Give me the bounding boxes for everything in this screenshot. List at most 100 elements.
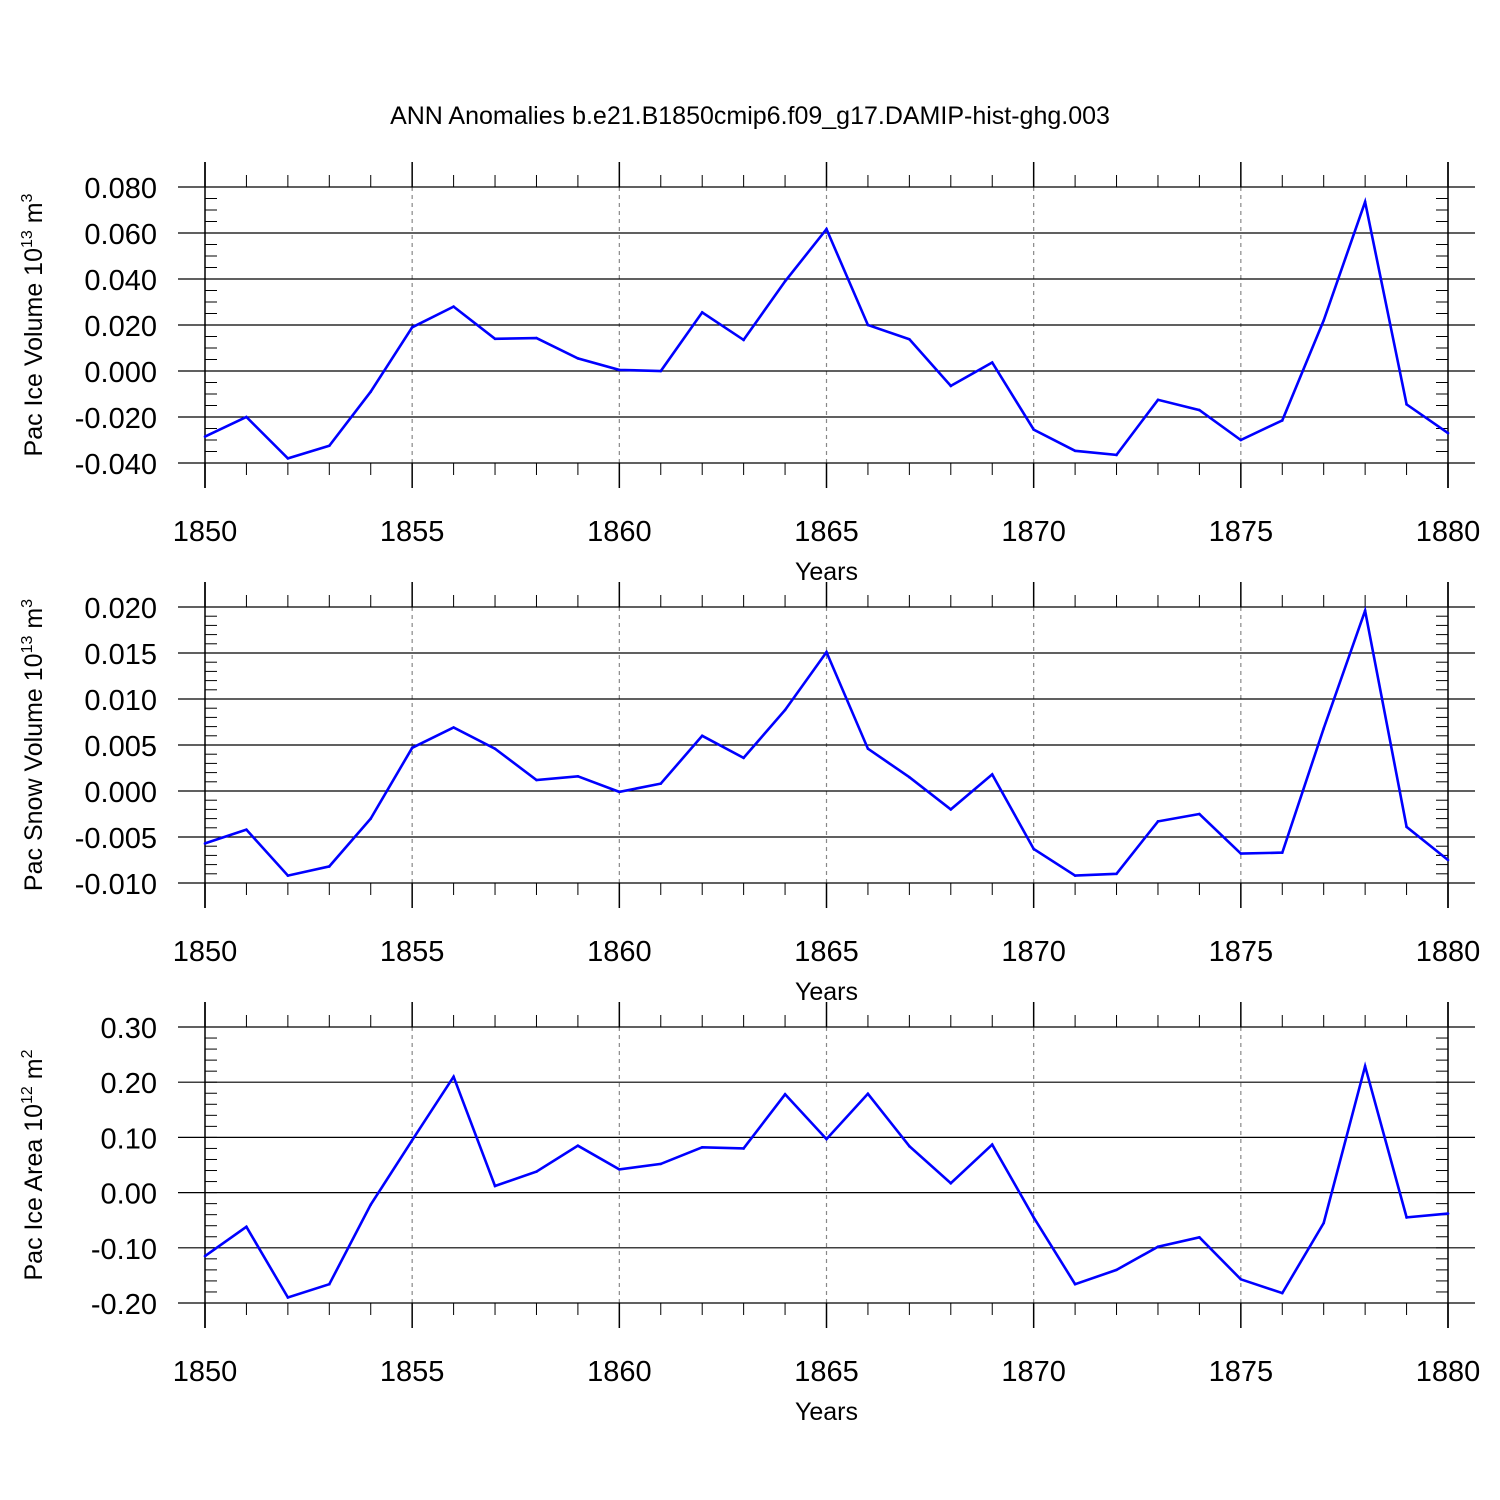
- data-point: [410, 1138, 414, 1142]
- x-axis-label: Years: [795, 1398, 858, 1426]
- data-point: [659, 782, 663, 785]
- data-point: [1032, 428, 1035, 431]
- y-tick-label: 0.020: [84, 311, 157, 343]
- y-tick-label: -0.010: [75, 869, 157, 901]
- data-point: [1115, 872, 1118, 876]
- data-point: [700, 311, 704, 314]
- x-tick-label: 1880: [1416, 936, 1481, 968]
- y-tick-label: 0.080: [84, 173, 157, 205]
- x-tick-label: 1860: [587, 936, 652, 968]
- data-point: [700, 734, 704, 738]
- x-tick-label: 1850: [173, 516, 238, 548]
- y-tick-label: -0.020: [75, 403, 157, 435]
- y-axis-label-superscript: 12: [19, 1086, 36, 1104]
- data-point: [1322, 1221, 1325, 1225]
- y-axis-label-superscript: 2: [19, 1049, 36, 1058]
- data-point: [1032, 1216, 1035, 1219]
- x-axis-label: Years: [795, 978, 858, 1006]
- y-tick-label: -0.20: [91, 1289, 157, 1321]
- data-point: [245, 415, 248, 419]
- x-tick-label: 1875: [1209, 516, 1274, 548]
- data-point: [328, 444, 331, 448]
- y-tick-label: -0.005: [75, 823, 157, 855]
- data-point: [493, 1184, 497, 1188]
- data-point: [825, 227, 828, 231]
- y-tick-label: 0.000: [84, 777, 157, 809]
- data-point: [1446, 431, 1450, 435]
- data-point: [286, 457, 290, 460]
- x-tick-label: 1870: [1001, 1356, 1066, 1388]
- data-point: [825, 650, 828, 654]
- data-point: [990, 773, 994, 776]
- data-point: [908, 775, 911, 779]
- data-point: [1198, 812, 1201, 816]
- x-tick-label: 1875: [1209, 1356, 1274, 1388]
- data-point: [618, 1168, 621, 1171]
- data-point: [1280, 851, 1284, 854]
- data-point: [1446, 858, 1450, 862]
- data-point: [1363, 609, 1367, 612]
- y-tick-label: 0.20: [101, 1068, 157, 1100]
- y-tick-label: 0.005: [84, 731, 157, 763]
- data-point: [1073, 1282, 1077, 1286]
- y-tick-label: 0.30: [101, 1013, 157, 1045]
- data-point: [1239, 852, 1243, 855]
- data-point: [1363, 200, 1367, 204]
- data-point: [1322, 319, 1325, 322]
- x-tick-label: 1855: [380, 516, 445, 548]
- data-point: [618, 368, 621, 372]
- y-axis-label-superscript: 3: [19, 599, 36, 608]
- data-point: [908, 1144, 911, 1148]
- y-axis-label-text: Pac Snow Volume 10: [20, 653, 48, 891]
- data-point: [1239, 438, 1243, 442]
- data-point: [1156, 1245, 1160, 1248]
- data-point: [742, 338, 745, 342]
- data-point: [1115, 1268, 1118, 1272]
- data-point: [452, 726, 455, 729]
- data-point: [1073, 449, 1077, 453]
- data-point: [369, 390, 373, 394]
- y-tick-label: 0.010: [84, 685, 157, 717]
- data-point: [535, 336, 538, 340]
- x-tick-label: 1850: [173, 1356, 238, 1388]
- chart-panel-1: 1850 1855 1860 1865 1870 1875 1880 -0.040 -0.020…: [19, 162, 1480, 586]
- data-point: [328, 865, 331, 868]
- data-point: [1239, 1277, 1243, 1281]
- data-point: [659, 1162, 663, 1166]
- data-point: [1073, 874, 1077, 877]
- data-point: [286, 874, 290, 877]
- x-tick-label: 1860: [587, 516, 652, 548]
- data-point: [949, 384, 953, 388]
- data-point: [1032, 847, 1035, 851]
- y-axis-label-text: Pac Ice Area 10: [20, 1104, 48, 1281]
- data-point: [783, 708, 787, 712]
- data-point: [949, 808, 953, 811]
- data-point: [576, 774, 580, 778]
- data-point: [576, 357, 580, 360]
- data-point: [1280, 419, 1284, 422]
- data-point: [203, 1254, 207, 1258]
- y-axis-label: Pac Ice Volume 1013 m3: [19, 193, 48, 456]
- x-tick-label: 1880: [1416, 516, 1481, 548]
- data-point: [1446, 1212, 1450, 1215]
- y-axis-label-text: m: [20, 1058, 48, 1086]
- data-point: [410, 746, 414, 750]
- data-point: [1405, 825, 1408, 829]
- x-tick-label: 1865: [794, 516, 859, 548]
- y-tick-label: 0.060: [84, 219, 157, 251]
- y-axis-label-text: Pac Ice Volume 10: [20, 248, 48, 456]
- x-tick-label: 1875: [1209, 936, 1274, 968]
- y-tick-label: 0.10: [101, 1123, 157, 1155]
- data-point: [452, 305, 455, 308]
- y-axis-label: Pac Snow Volume 1013 m3: [19, 599, 48, 891]
- data-point: [1115, 453, 1118, 457]
- x-tick-label: 1880: [1416, 1356, 1481, 1388]
- data-point: [535, 1170, 538, 1173]
- data-point: [535, 778, 538, 782]
- data-point: [1405, 1216, 1408, 1219]
- y-tick-label: 0.015: [84, 639, 157, 671]
- data-point: [1198, 408, 1201, 412]
- x-tick-label: 1865: [794, 1356, 859, 1388]
- data-point: [949, 1181, 953, 1185]
- data-point: [1156, 820, 1160, 823]
